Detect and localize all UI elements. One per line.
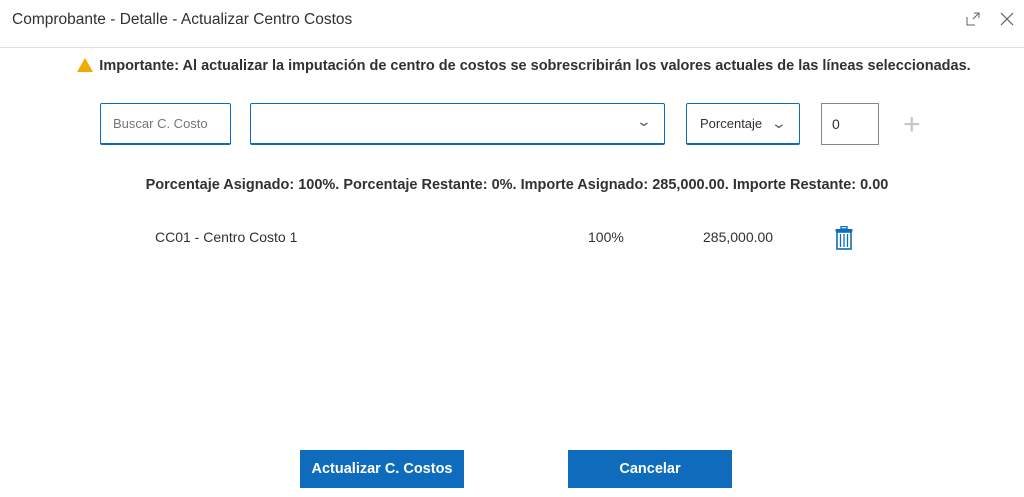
trash-icon[interactable] xyxy=(835,225,853,255)
percent-value: 100% xyxy=(588,229,624,245)
warning-text: Importante: Al actualizar la imputación … xyxy=(99,58,971,74)
warning-icon xyxy=(77,58,94,72)
plus-icon[interactable]: + xyxy=(903,108,921,141)
expand-icon[interactable] xyxy=(966,12,980,30)
type-dropdown[interactable]: Porcentaje ⌄ xyxy=(686,103,800,145)
type-value: Porcentaje xyxy=(700,116,763,131)
update-cost-centers-button[interactable]: Actualizar C. Costos xyxy=(300,450,464,488)
search-cost-center-input[interactable] xyxy=(100,103,231,145)
header-divider xyxy=(0,47,1024,48)
cost-center-dropdown[interactable]: ⌄ xyxy=(250,103,665,145)
warning-message: Importante: Al actualizar la imputación … xyxy=(0,58,1024,74)
chevron-down-icon: ⌄ xyxy=(770,115,788,131)
cost-center-name: CC01 - Centro Costo 1 xyxy=(155,229,298,245)
allocation-summary: Porcentaje Asignado: 100%. Porcentaje Re… xyxy=(145,177,889,193)
chevron-down-icon: ⌄ xyxy=(635,113,653,129)
dialog-title: Comprobante - Detalle - Actualizar Centr… xyxy=(12,11,353,28)
amount-value: 285,000.00 xyxy=(703,229,774,245)
close-icon[interactable] xyxy=(1000,12,1014,30)
cancel-button[interactable]: Cancelar xyxy=(568,450,732,488)
amount-input[interactable] xyxy=(821,103,879,145)
